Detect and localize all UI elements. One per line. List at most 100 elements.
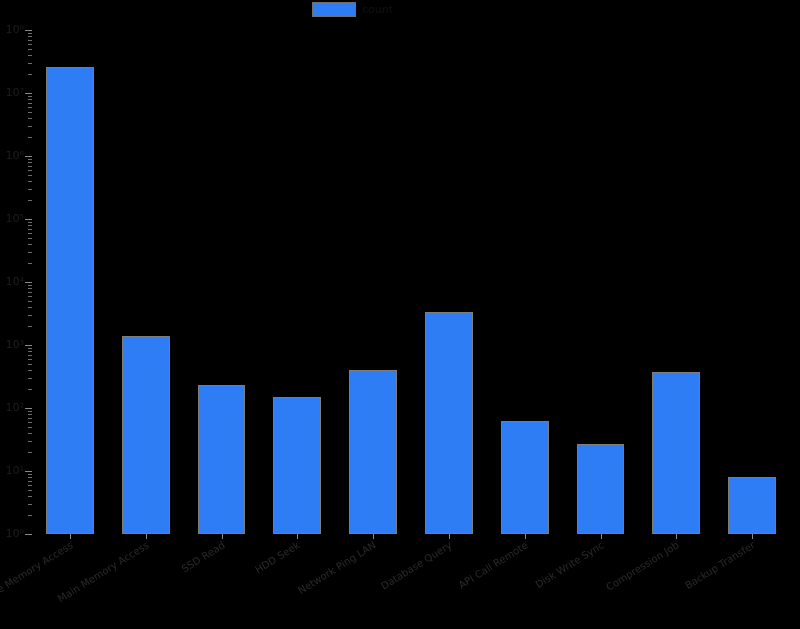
y-tick-minor bbox=[28, 481, 32, 482]
y-tick-minor bbox=[28, 355, 32, 356]
y-tick-minor bbox=[28, 170, 32, 171]
y-tick-minor bbox=[28, 107, 32, 108]
y-tick-minor bbox=[28, 515, 32, 516]
y-tick-minor bbox=[28, 285, 32, 286]
x-tick bbox=[449, 534, 450, 539]
y-tick-minor bbox=[28, 263, 32, 264]
x-tick bbox=[297, 534, 298, 539]
bar bbox=[197, 385, 246, 534]
y-tick-minor bbox=[28, 162, 32, 163]
y-tick-minor bbox=[28, 200, 32, 201]
x-tick bbox=[525, 534, 526, 539]
y-tick-label: 10⁸ bbox=[5, 23, 24, 36]
y-tick-minor bbox=[28, 63, 32, 64]
y-tick-minor bbox=[28, 418, 32, 419]
y-tick-minor bbox=[28, 36, 32, 37]
x-tick-label: Disk Write Sync bbox=[533, 540, 606, 591]
x-tick-label: Database Query bbox=[379, 540, 455, 593]
bar bbox=[425, 312, 473, 534]
y-tick-minor bbox=[28, 359, 32, 360]
x-tick bbox=[70, 534, 71, 539]
x-tick bbox=[601, 534, 602, 539]
y-tick-major bbox=[25, 345, 32, 346]
y-tick-minor bbox=[28, 49, 32, 50]
y-tick-label: 10³ bbox=[5, 338, 24, 351]
y-tick-minor bbox=[28, 496, 32, 497]
chart-canvas: 10⁰ 10¹ 10² 10³ 10⁴ 10⁵ 10⁶ 10⁷ 10⁸ Cache Memory… bbox=[0, 2, 790, 610]
y-tick-minor bbox=[28, 364, 32, 365]
y-tick-minor bbox=[28, 477, 32, 478]
x-tick-label: Main Memory Access bbox=[56, 540, 152, 606]
y-tick-minor bbox=[28, 175, 32, 176]
y-tick-minor bbox=[28, 252, 32, 253]
x-tick-label: Compression Job bbox=[604, 540, 682, 594]
y-tick-major bbox=[25, 93, 32, 94]
y-tick-label: 10⁷ bbox=[5, 86, 24, 99]
y-tick-minor bbox=[28, 118, 32, 119]
y-tick-minor bbox=[28, 315, 32, 316]
bar bbox=[349, 370, 397, 534]
x-tick-label: Backup Transfer bbox=[683, 540, 758, 592]
y-tick-minor bbox=[28, 159, 32, 160]
y-tick-minor bbox=[28, 189, 32, 190]
bar bbox=[121, 335, 170, 534]
y-tick-minor bbox=[28, 137, 32, 138]
y-tick-minor bbox=[28, 422, 32, 423]
legend-label-count: count bbox=[362, 3, 394, 16]
y-tick-minor bbox=[28, 99, 32, 100]
y-tick-major bbox=[25, 156, 32, 157]
x-tick bbox=[373, 534, 374, 539]
y-tick-minor bbox=[28, 485, 32, 486]
x-tick bbox=[146, 534, 147, 539]
legend[interactable]: count bbox=[312, 2, 393, 17]
y-tick-minor bbox=[28, 44, 32, 45]
y-tick-minor bbox=[28, 414, 32, 415]
y-tick-minor bbox=[28, 351, 32, 352]
y-tick-minor bbox=[28, 504, 32, 505]
y-tick-minor bbox=[28, 452, 32, 453]
y-tick-minor bbox=[28, 166, 32, 167]
y-tick-minor bbox=[28, 74, 32, 75]
y-tick-minor bbox=[28, 233, 32, 234]
bar bbox=[500, 421, 549, 534]
y-tick-major bbox=[25, 282, 32, 283]
y-tick-minor bbox=[28, 112, 32, 113]
y-tick-label: 10² bbox=[5, 401, 24, 414]
y-tick-minor bbox=[28, 307, 32, 308]
y-tick-major bbox=[25, 471, 32, 472]
y-tick-minor bbox=[28, 427, 32, 428]
plot-area bbox=[32, 30, 790, 534]
y-tick-minor bbox=[28, 348, 32, 349]
y-tick-label: 10⁶ bbox=[5, 149, 24, 162]
bar bbox=[46, 66, 94, 534]
y-tick-minor bbox=[28, 441, 32, 442]
y-tick-label: 10⁴ bbox=[5, 275, 24, 288]
y-tick-minor bbox=[28, 33, 32, 34]
y-tick-major bbox=[25, 408, 32, 409]
y-tick-minor bbox=[28, 225, 32, 226]
bar bbox=[652, 372, 701, 534]
x-tick-label: Network Ping LAN bbox=[296, 540, 379, 597]
y-tick-minor bbox=[28, 433, 32, 434]
bar bbox=[576, 443, 625, 534]
y-tick-minor bbox=[28, 411, 32, 412]
y-tick-major bbox=[25, 534, 32, 535]
y-tick-minor bbox=[28, 238, 32, 239]
x-tick-label: SSD Read bbox=[179, 540, 227, 576]
y-tick-minor bbox=[28, 40, 32, 41]
y-tick-label: 10¹ bbox=[5, 464, 24, 477]
y-tick-minor bbox=[28, 288, 32, 289]
y-tick-minor bbox=[28, 103, 32, 104]
y-tick-major bbox=[25, 30, 32, 31]
y-tick-minor bbox=[28, 296, 32, 297]
y-tick-minor bbox=[28, 389, 32, 390]
y-tick-minor bbox=[28, 292, 32, 293]
y-tick-minor bbox=[28, 490, 32, 491]
y-tick-minor bbox=[28, 222, 32, 223]
y-tick-minor bbox=[28, 55, 32, 56]
y-tick-minor bbox=[28, 244, 32, 245]
bar bbox=[728, 477, 776, 534]
y-tick-minor bbox=[28, 301, 32, 302]
y-tick-minor bbox=[28, 326, 32, 327]
y-tick-label: 10⁰ bbox=[5, 527, 24, 540]
